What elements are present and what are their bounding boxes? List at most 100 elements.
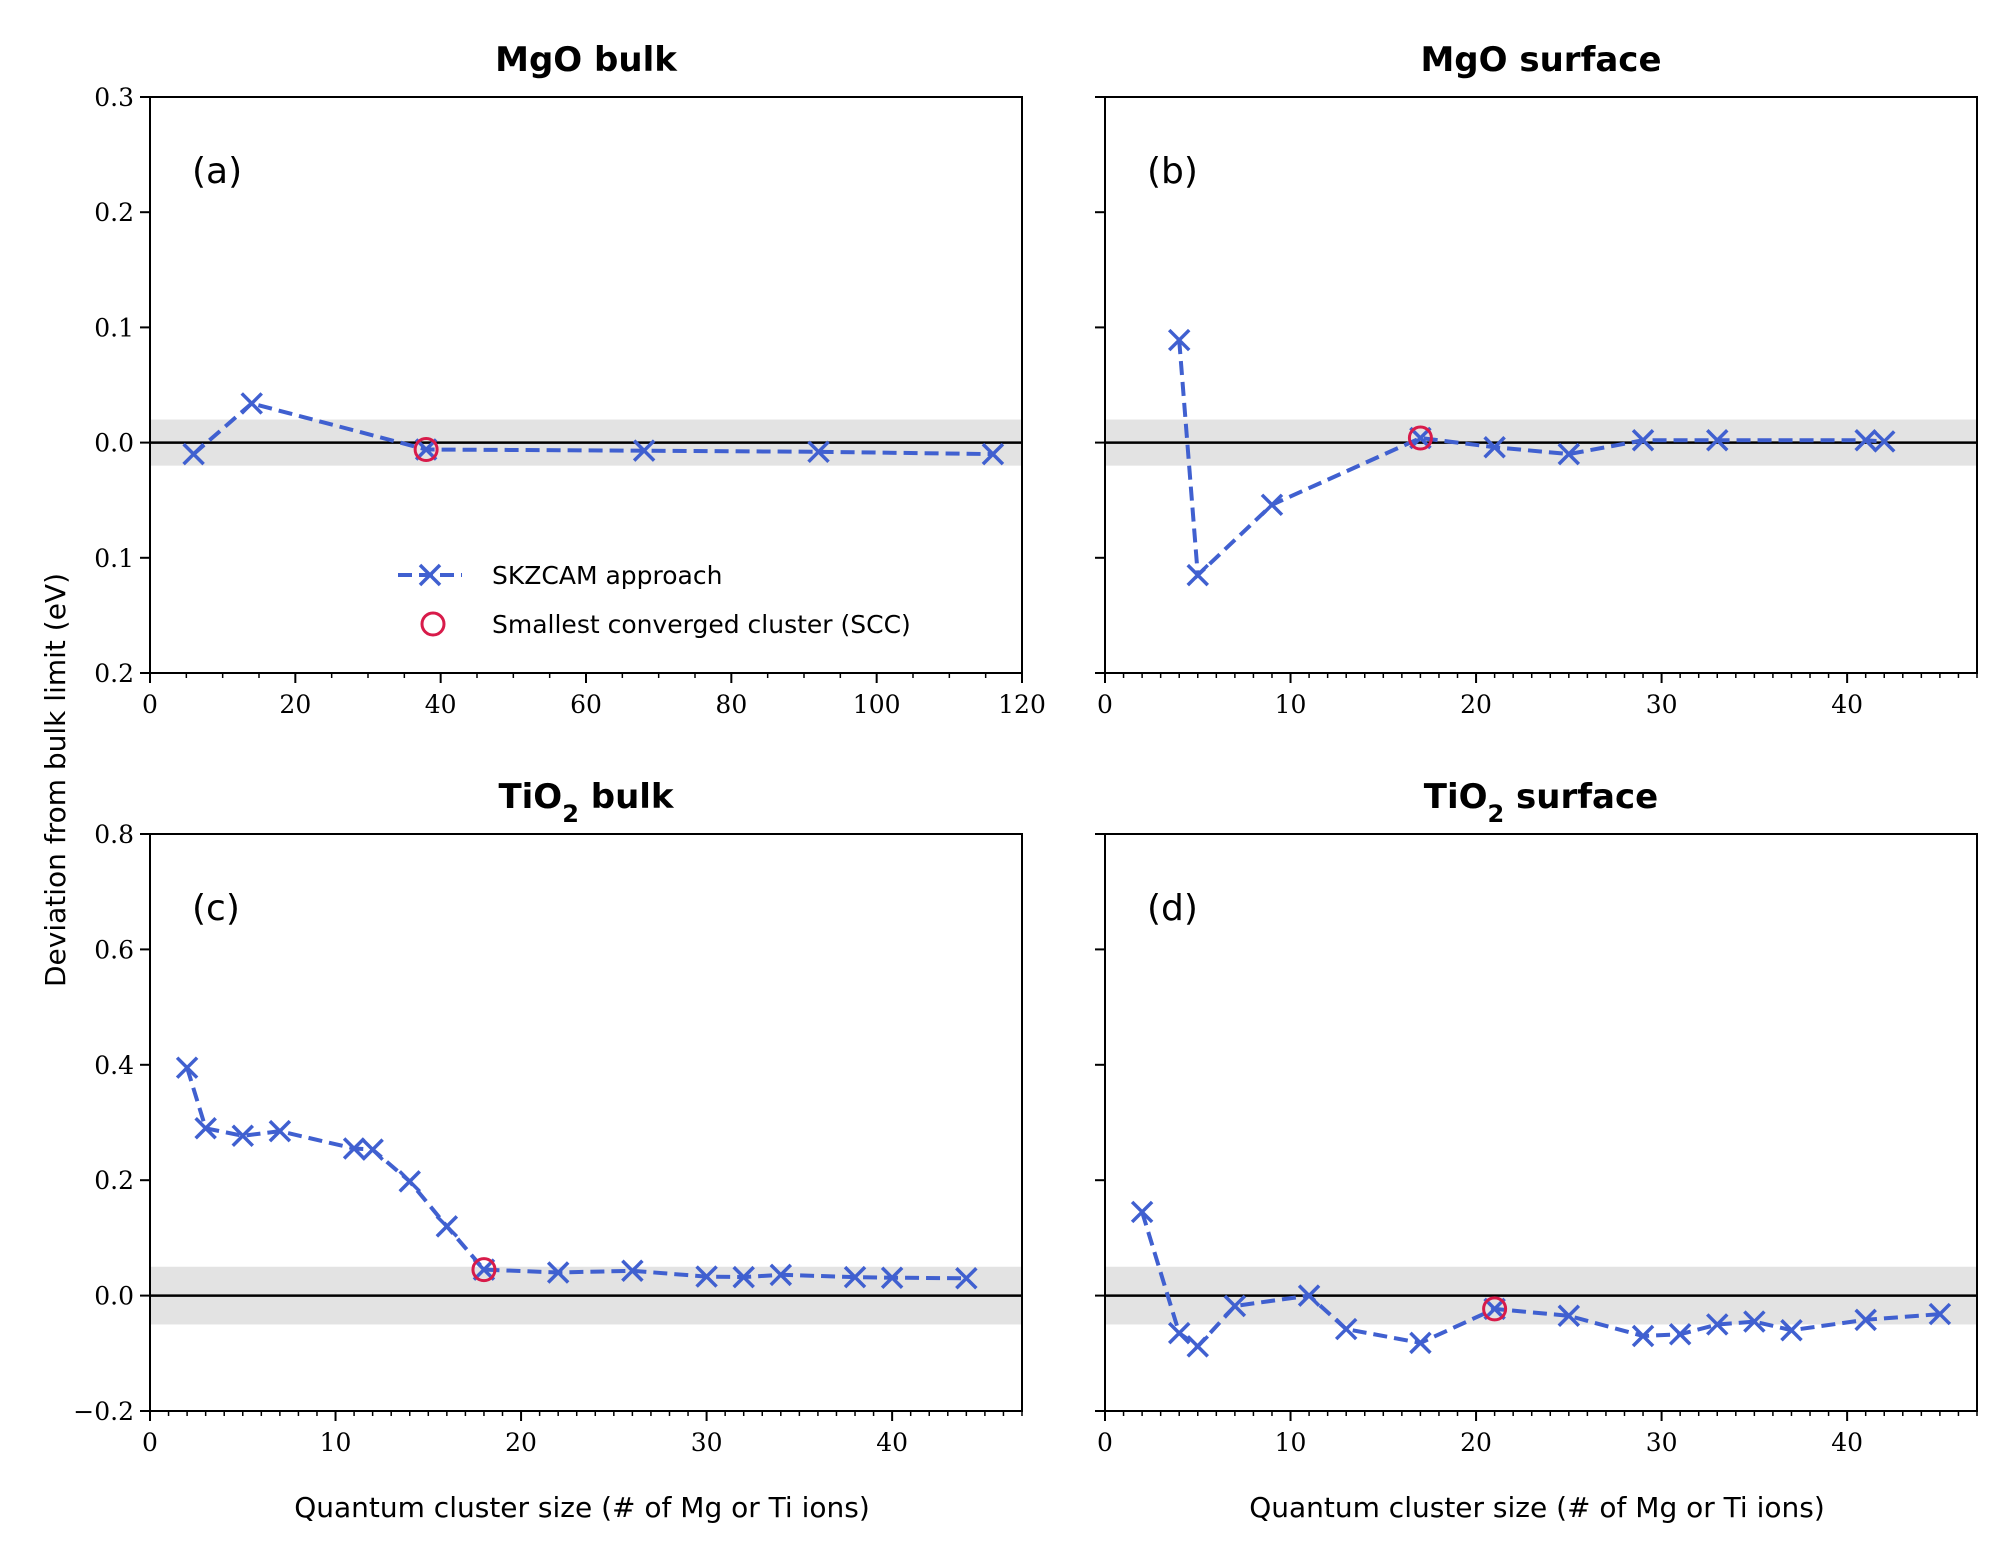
panel-letter: (c) — [192, 888, 240, 929]
panel-title: MgO surface — [1420, 40, 1661, 80]
y-tick-label: 0.1 — [94, 544, 134, 573]
series-line — [185, 1067, 967, 1281]
y-tick-label: 0.0 — [94, 429, 134, 458]
data-point — [194, 1117, 217, 1140]
panel-title: TiO2 bulk — [498, 777, 674, 828]
x-tick-label: 120 — [998, 690, 1046, 719]
legend-scc-marker — [420, 611, 446, 637]
panel-title-part: TiO — [498, 777, 562, 817]
data-point — [472, 1258, 496, 1281]
x-tick-label: 0 — [142, 1428, 158, 1457]
data-point — [807, 440, 830, 464]
x-tick-label: 60 — [570, 690, 602, 719]
x-tick-label: 10 — [1275, 690, 1307, 719]
data-point — [1297, 1284, 1321, 1307]
legend: SKZCAM approach Smallest converged clust… — [398, 561, 911, 639]
data-point — [240, 392, 263, 415]
panel-title-part: MgO bulk — [495, 40, 678, 80]
data-point — [231, 1124, 255, 1148]
data-point — [1223, 1294, 1247, 1318]
y-tick-label: 0.2 — [94, 198, 134, 227]
y-tick-label: 0.0 — [94, 1282, 134, 1311]
data-point — [361, 1138, 384, 1161]
x-tick-label: 0 — [1097, 1428, 1113, 1457]
x-tick-label: 20 — [279, 690, 311, 719]
y-tick-label: 0.8 — [94, 820, 134, 849]
plot-frame — [1104, 96, 1978, 674]
scc-marker — [413, 437, 439, 463]
legend-series-marker — [418, 563, 442, 587]
data-point — [981, 442, 1005, 466]
x-tick-label: 20 — [1460, 690, 1492, 719]
x-tick-label: 40 — [425, 690, 457, 719]
panel-title-part: surface — [1504, 777, 1658, 817]
data-point — [955, 1267, 978, 1290]
data-point — [1167, 1321, 1191, 1345]
x-tick-label: 40 — [876, 1428, 908, 1457]
data-point — [843, 1265, 867, 1289]
x-tick-label: 10 — [320, 1428, 352, 1457]
panel-title-part: MgO surface — [1420, 40, 1661, 80]
x-axis-label-left: Quantum cluster size (# of Mg or Ti ions… — [294, 1491, 870, 1524]
panel-title-part: TiO — [1424, 777, 1488, 817]
data-point — [1334, 1317, 1358, 1341]
x-tick-label: 20 — [1460, 1428, 1492, 1457]
x-tick-label: 40 — [1831, 1428, 1863, 1457]
data-point — [1631, 429, 1655, 452]
data-point — [1130, 1200, 1154, 1224]
data-point — [1743, 1310, 1766, 1333]
scc-marker — [1407, 425, 1433, 451]
data-point — [435, 1215, 459, 1238]
x-tick-label: 30 — [1646, 690, 1678, 719]
scc-marker — [1482, 1296, 1508, 1322]
data-point — [1854, 1308, 1877, 1332]
data-point — [1260, 493, 1284, 517]
data-point — [546, 1261, 570, 1284]
data-point — [1872, 430, 1896, 453]
x-tick-label: 0 — [142, 690, 158, 719]
panel-title: TiO2 surface — [1424, 777, 1658, 828]
data-point — [1167, 328, 1191, 352]
y-tick-label: 0.3 — [94, 83, 134, 112]
x-tick-label: 10 — [1275, 1428, 1307, 1457]
legend-scc-label: Smallest converged cluster (SCC) — [492, 610, 911, 639]
data-point — [1854, 429, 1877, 452]
data-point — [398, 1170, 421, 1193]
plot-frame — [149, 833, 1023, 1412]
panel-title-part: bulk — [579, 777, 675, 817]
x-tick-label: 30 — [1646, 1428, 1678, 1457]
y-tick-label: −0.2 — [73, 1397, 134, 1426]
data-point — [1186, 563, 1210, 587]
data-point — [342, 1137, 366, 1160]
panel-letter: (b) — [1147, 151, 1198, 192]
panel-mgo-surface: 0 10 20 30 40 MgO surface (b) — [1095, 40, 1978, 719]
x-tick-label: 20 — [505, 1428, 537, 1457]
series-line — [1140, 1211, 1941, 1350]
data-point — [182, 442, 205, 466]
y-tick-label: 0.2 — [94, 659, 134, 688]
x-tick-label: 40 — [1831, 690, 1863, 719]
data-point — [175, 1056, 199, 1079]
data-point — [621, 1259, 644, 1283]
x-tick-label: 30 — [691, 1428, 723, 1457]
panel-letter: (d) — [1147, 888, 1198, 929]
y-tick-label: 0.4 — [94, 1051, 134, 1080]
data-point — [1668, 1323, 1692, 1346]
data-point — [1483, 1297, 1506, 1321]
data-point — [1706, 429, 1729, 452]
data-point — [732, 1265, 755, 1289]
data-point — [1186, 1335, 1210, 1358]
panel-mgo-bulk: 0 20 40 60 80 100 120 0.2 0.1 0.0 0.1 0.2 0.3 MgO bul… — [94, 40, 1046, 719]
panel-letter: (a) — [192, 151, 242, 192]
data-point — [769, 1263, 793, 1287]
panel-title: MgO bulk — [495, 40, 678, 80]
plot-frame — [1104, 833, 1978, 1412]
data-point — [268, 1119, 292, 1143]
data-point — [880, 1266, 904, 1289]
data-point — [1780, 1318, 1803, 1342]
panel-title-part: 2 — [1488, 800, 1505, 828]
data-point — [1706, 1313, 1729, 1336]
y-tick-label: 0.1 — [94, 313, 134, 342]
panel-title-part: 2 — [562, 800, 579, 828]
